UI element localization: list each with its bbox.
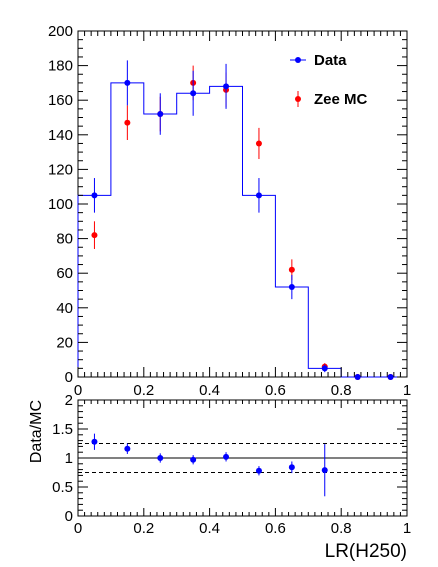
- y-tick-label: 140: [48, 127, 73, 144]
- ratio-point: [91, 438, 98, 445]
- legend-mc-label: Zee MC: [314, 91, 368, 108]
- x-tick-label: 0.4: [199, 382, 220, 399]
- ratio-data-points: [91, 433, 328, 497]
- mc-point: [124, 119, 131, 126]
- y-tick-label: 60: [56, 265, 73, 282]
- ratio-point: [223, 453, 230, 460]
- y-tick-label: 80: [56, 231, 73, 248]
- x-axis-label: LR(H250): [325, 541, 407, 562]
- mc-point: [255, 140, 262, 147]
- y-tick-label: 160: [48, 92, 73, 109]
- data-point: [157, 111, 164, 118]
- mc-point: [288, 266, 295, 273]
- ratio-x-tick-label: 0.4: [199, 520, 220, 537]
- legend-data-label: Data: [314, 52, 347, 69]
- y-tick-label: 100: [48, 196, 73, 213]
- ratio-point: [190, 456, 197, 463]
- ratio-point: [255, 467, 262, 474]
- ratio-point: [124, 445, 131, 452]
- ratio-panel: 0 0.2 0.4 0.6 0.8 1 0 0.5 1 1.5 2 Data/MC LR(H250): [28, 392, 411, 562]
- data-point: [288, 284, 295, 291]
- ratio-x-tick-label: 0.6: [265, 520, 286, 537]
- ratio-y-tick-label: 0.5: [52, 479, 73, 496]
- y-tick-label: 0: [65, 369, 73, 386]
- x-tick-label: 0.8: [331, 382, 352, 399]
- ratio-y-axis-label: Data/MC: [28, 400, 45, 463]
- ratio-axis-ticks: 0 0.2 0.4 0.6 0.8 1 0 0.5 1 1.5 2: [52, 392, 411, 537]
- mc-point: [91, 232, 98, 239]
- data-point: [321, 365, 328, 372]
- y-tick-label: 40: [56, 300, 73, 317]
- x-tick-label: 0: [74, 382, 82, 399]
- legend-mc-marker: [295, 96, 301, 102]
- y-tick-label: 180: [48, 58, 73, 75]
- data-point: [190, 90, 197, 97]
- x-tick-label: 0.6: [265, 382, 286, 399]
- data-point: [124, 79, 131, 86]
- legend-data-marker: [295, 57, 301, 63]
- legend: Data Zee MC: [290, 52, 368, 108]
- y-tick-label: 20: [56, 334, 73, 351]
- ratio-x-tick-label: 0.2: [133, 520, 154, 537]
- y-tick-label: 120: [48, 161, 73, 178]
- x-tick-label: 1: [403, 382, 411, 399]
- x-tick-label: 0.2: [133, 382, 154, 399]
- ratio-point: [288, 464, 295, 471]
- data-point: [255, 192, 262, 199]
- ratio-reference-lines: [78, 443, 407, 473]
- data-point: [387, 374, 394, 380]
- ratio-x-tick-label: 0: [74, 520, 82, 537]
- data-point: [91, 192, 98, 199]
- data-point: [223, 83, 230, 90]
- data-point: [354, 374, 361, 380]
- main-data-points: [91, 60, 394, 380]
- y-tick-label: 200: [48, 23, 73, 40]
- ratio-x-tick-label: 1: [403, 520, 411, 537]
- main-histogram-panel: 0 0.2 0.4 0.6 0.8 1 0 20 40 60 80 100 120 140 160 180 20…: [48, 23, 411, 399]
- ratio-x-tick-label: 0.8: [331, 520, 352, 537]
- ratio-point: [321, 467, 328, 474]
- ratio-point: [157, 455, 164, 461]
- ratio-y-tick-label: 1.5: [52, 421, 73, 438]
- main-axis-ticks: 0 0.2 0.4 0.6 0.8 1 0 20 40 60 80 100 120 140 160 180 20…: [48, 23, 411, 399]
- ratio-y-tick-label: 1: [65, 450, 73, 467]
- ratio-y-tick-label: 0: [65, 508, 73, 525]
- ratio-y-tick-label: 2: [65, 392, 73, 409]
